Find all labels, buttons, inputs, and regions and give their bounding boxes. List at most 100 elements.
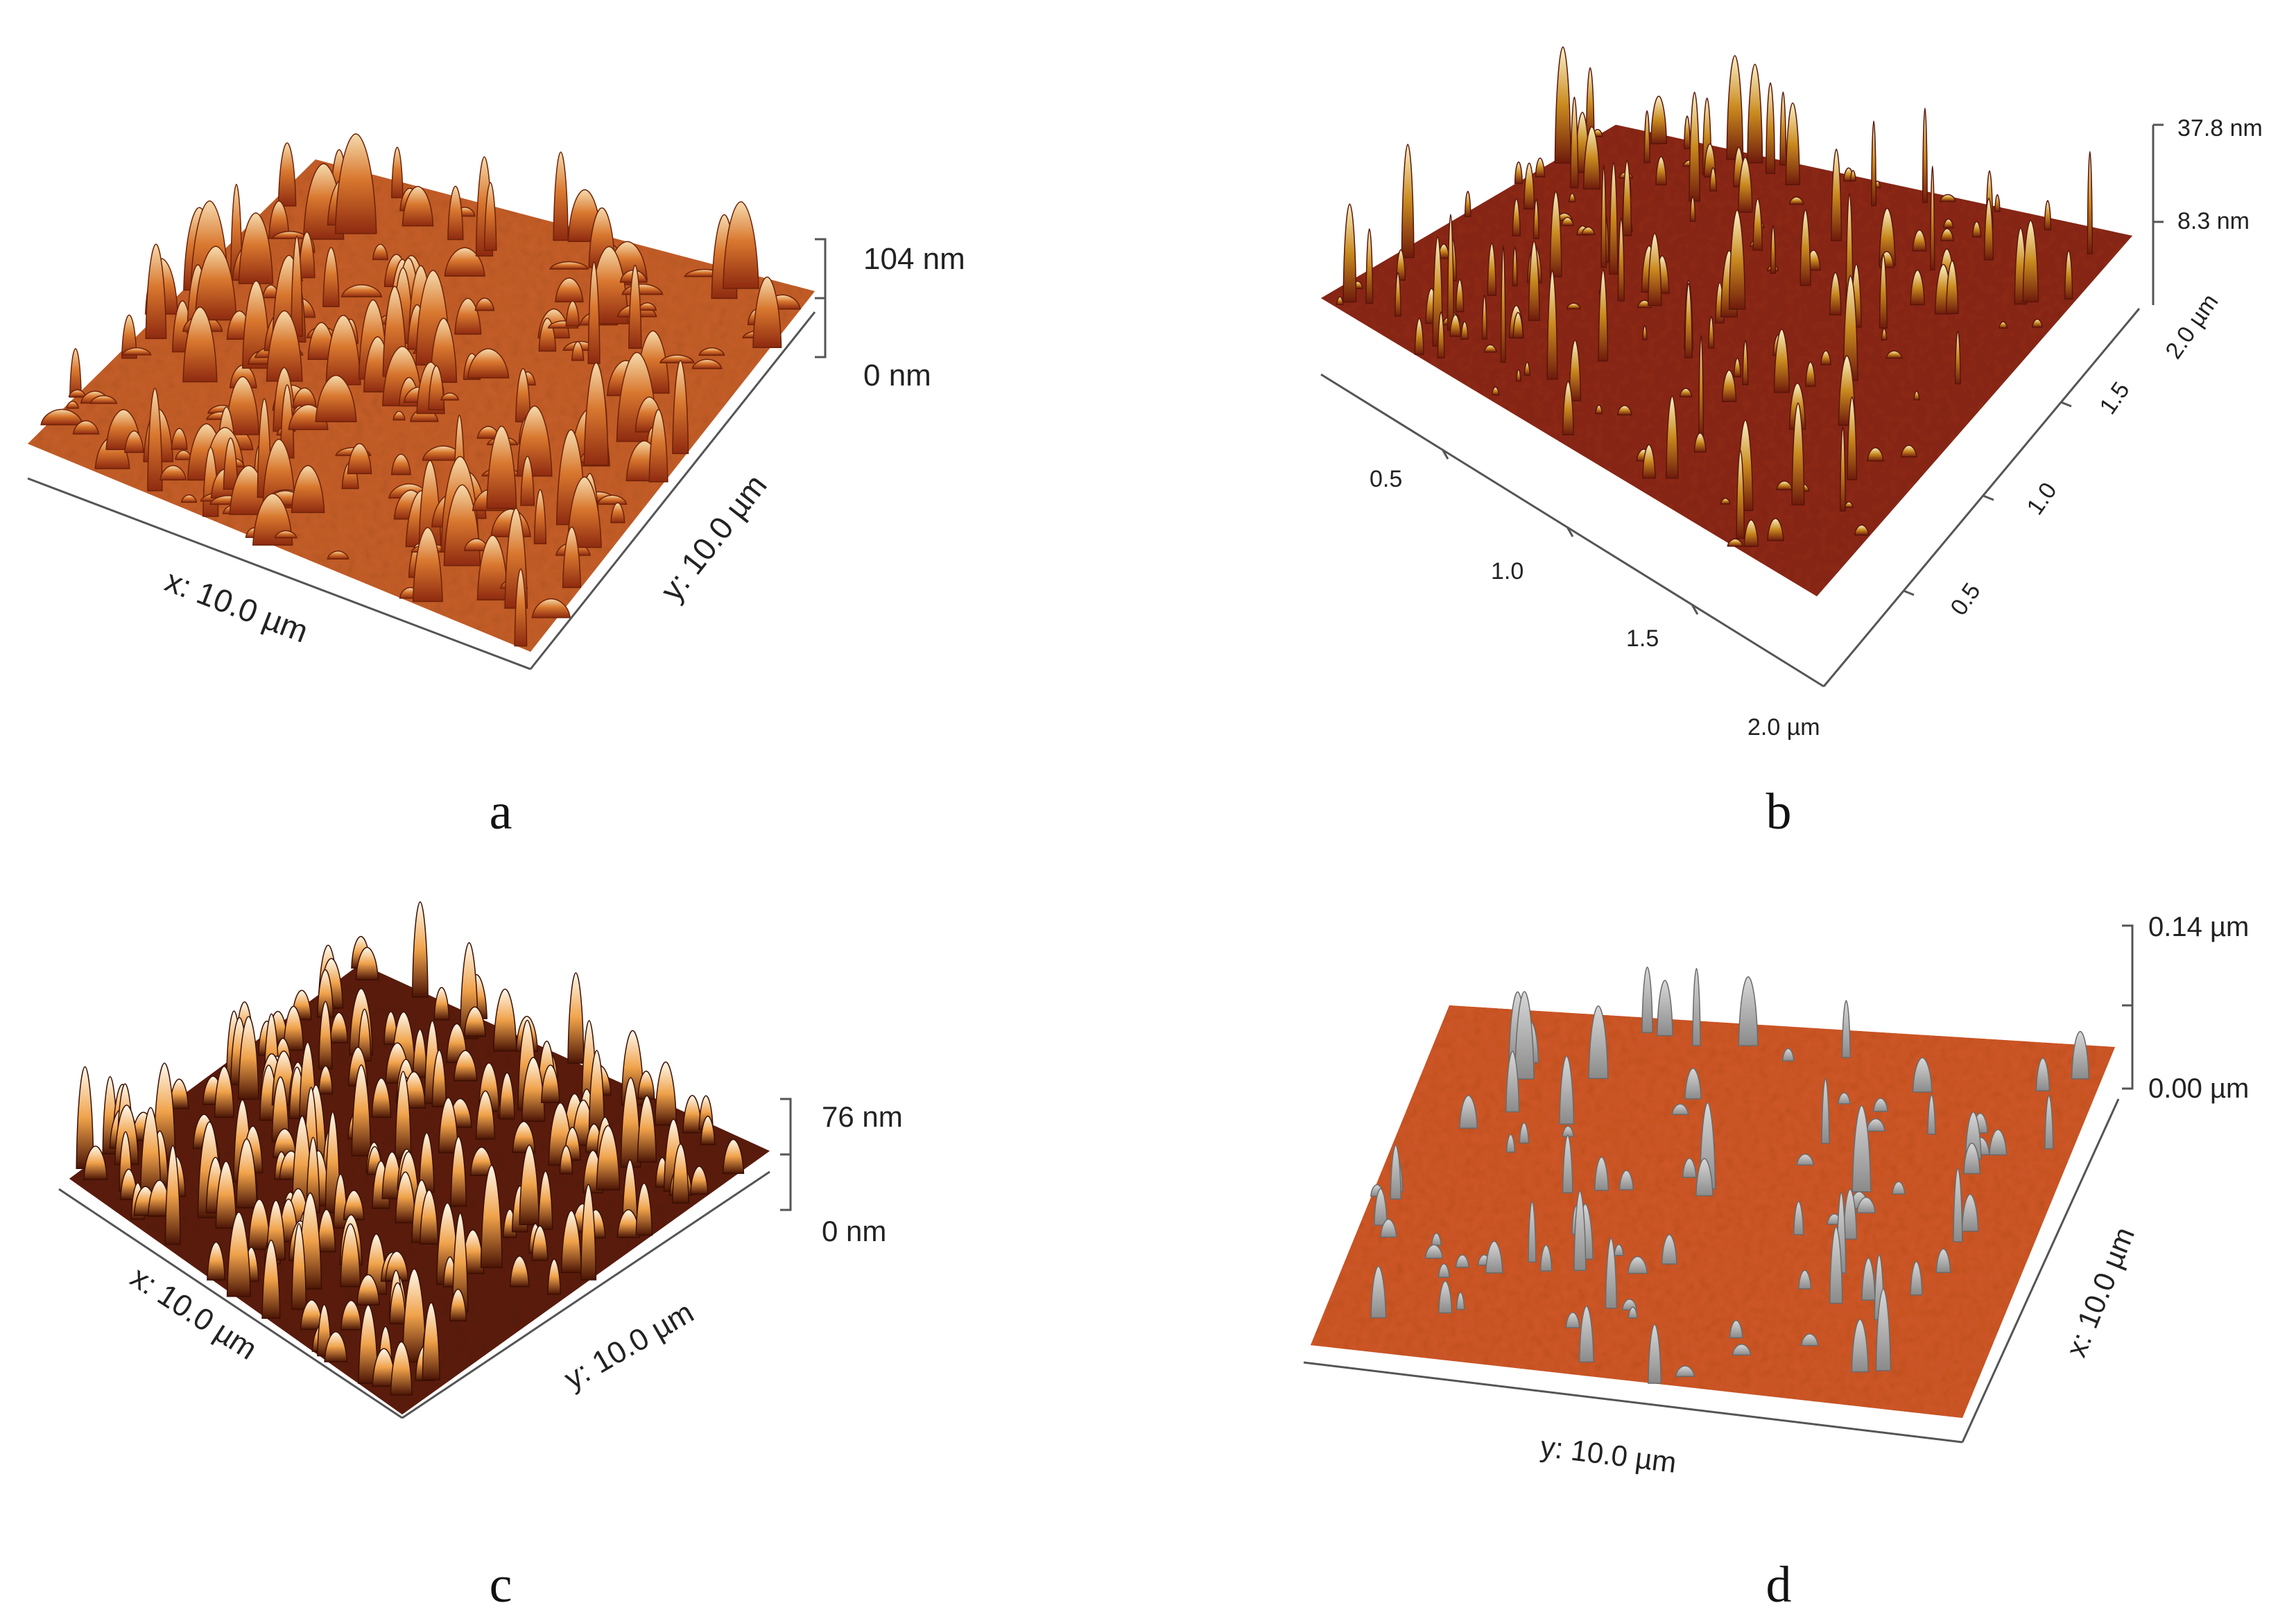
surface-peak	[389, 1282, 406, 1324]
surface-peak	[1464, 191, 1471, 218]
surface-peak	[2044, 1095, 2054, 1150]
surface-peak	[1820, 350, 1831, 365]
surface-peak	[1805, 361, 1816, 387]
panel-d-peaks	[1370, 967, 2089, 1384]
surface-peak	[654, 1061, 677, 1126]
surface-peak	[89, 395, 118, 404]
surface-peak	[402, 186, 434, 227]
surface-peak	[1483, 344, 1497, 353]
surface-peak	[519, 1144, 540, 1225]
surface-peak	[317, 1209, 336, 1253]
panel-a-z-top: 104 nm	[863, 242, 965, 276]
surface-peak	[1728, 209, 1746, 310]
surface-peak	[1961, 1193, 1979, 1232]
surface-peak	[1861, 1257, 1876, 1301]
surface-peak	[72, 420, 100, 435]
surface-peak	[486, 425, 517, 510]
panel-c-z-bottom: 0 nm	[822, 1215, 886, 1247]
surface-peak	[402, 1268, 426, 1363]
surface-peak	[1500, 245, 1506, 363]
surface-peak	[1721, 370, 1737, 402]
surface-peak	[395, 1071, 412, 1159]
surface-peak	[1765, 82, 1776, 174]
surface-peak	[1953, 1168, 1963, 1243]
surface-peak	[1800, 1333, 1819, 1347]
surface-peak	[1569, 340, 1582, 401]
surface-peak	[325, 315, 361, 386]
surface-peak	[1449, 314, 1462, 337]
surface-peak	[691, 358, 723, 370]
panel-d: 0.14 µm 0.00 µm y: 10.0 µm x: 10.0 µm d	[1303, 912, 2249, 1613]
surface-peak	[291, 235, 303, 337]
surface-peak	[514, 568, 528, 647]
surface-peak	[689, 1166, 709, 1195]
surface-peak	[567, 972, 585, 1064]
surface-peak	[422, 1301, 440, 1380]
surface-peak	[1546, 270, 1558, 380]
surface-peak	[1578, 1306, 1594, 1363]
surface-peak	[1459, 1095, 1478, 1129]
surface-peak	[454, 297, 482, 335]
surface-peak	[1512, 198, 1521, 236]
surface-peak	[537, 1170, 553, 1230]
surface-peak	[440, 392, 460, 401]
surface-peak	[2087, 150, 2093, 254]
surface-peak	[1616, 405, 1632, 416]
surface-peak	[214, 1066, 234, 1118]
panel-b-side-tick: 0.5	[1945, 578, 1985, 621]
surface-peak	[700, 1116, 716, 1145]
surface-peak	[1512, 246, 1518, 286]
surface-peak	[145, 243, 167, 340]
surface-peak	[587, 261, 601, 365]
surface-peak	[1566, 302, 1581, 310]
surface-peak	[1481, 294, 1487, 340]
surface-peak	[1683, 115, 1691, 149]
panel-b-peaks	[1336, 46, 2093, 547]
panel-b-front-tick: 2.0 µm	[1747, 714, 1820, 741]
surface-peak	[451, 1212, 469, 1313]
surface-peak	[698, 347, 725, 356]
surface-peak	[1842, 275, 1858, 381]
surface-peak	[147, 388, 163, 492]
surface-peak	[1655, 156, 1667, 186]
surface-peak	[1791, 402, 1805, 505]
surface-peak	[291, 1222, 307, 1310]
surface-peak	[1581, 226, 1596, 236]
surface-peak	[1738, 976, 1759, 1046]
surface-peak	[1491, 386, 1500, 396]
surface-peak	[1437, 311, 1445, 358]
surface-peak	[171, 428, 188, 450]
surface-peak	[438, 1097, 459, 1154]
surface-peak	[428, 365, 445, 410]
surface-peak	[1849, 170, 1856, 182]
surface-peak	[207, 1241, 226, 1281]
surface-peak	[1619, 1170, 1634, 1191]
surface-peak	[1485, 1240, 1503, 1274]
surface-peak	[1554, 46, 1572, 164]
panel-c-y-label: y: 10.0 µm	[559, 1295, 700, 1396]
surface-peak	[283, 1005, 304, 1051]
panel-d-x-label: x: 10.0 µm	[2060, 1222, 2141, 1361]
surface-peak	[1994, 194, 2001, 212]
surface-peak	[531, 598, 571, 618]
panel-a-y-axis	[529, 311, 816, 670]
surface-peak	[1512, 312, 1524, 339]
surface-peak	[635, 1182, 653, 1236]
surface-peak	[1799, 209, 1811, 286]
surface-peak	[277, 142, 297, 207]
surface-peak	[1370, 1265, 1387, 1319]
surface-peak	[588, 1050, 605, 1133]
surface-peak	[1675, 1365, 1695, 1377]
surface-peak	[274, 530, 297, 539]
surface-peak	[1562, 1125, 1574, 1137]
surface-peak	[583, 362, 609, 466]
panel-a-x-label: x: 10.0 µm	[160, 562, 313, 650]
panel-d-z-bottom: 0.00 µm	[2148, 1073, 2249, 1104]
surface-peak	[1643, 110, 1650, 164]
surface-peak	[334, 133, 377, 234]
panel-b-side-axis	[1822, 308, 2141, 687]
surface-peak	[318, 1065, 334, 1095]
surface-peak	[596, 1125, 621, 1191]
panel-b-z-mid: 8.3 nm	[2177, 208, 2250, 234]
surface-peak	[1617, 217, 1625, 302]
